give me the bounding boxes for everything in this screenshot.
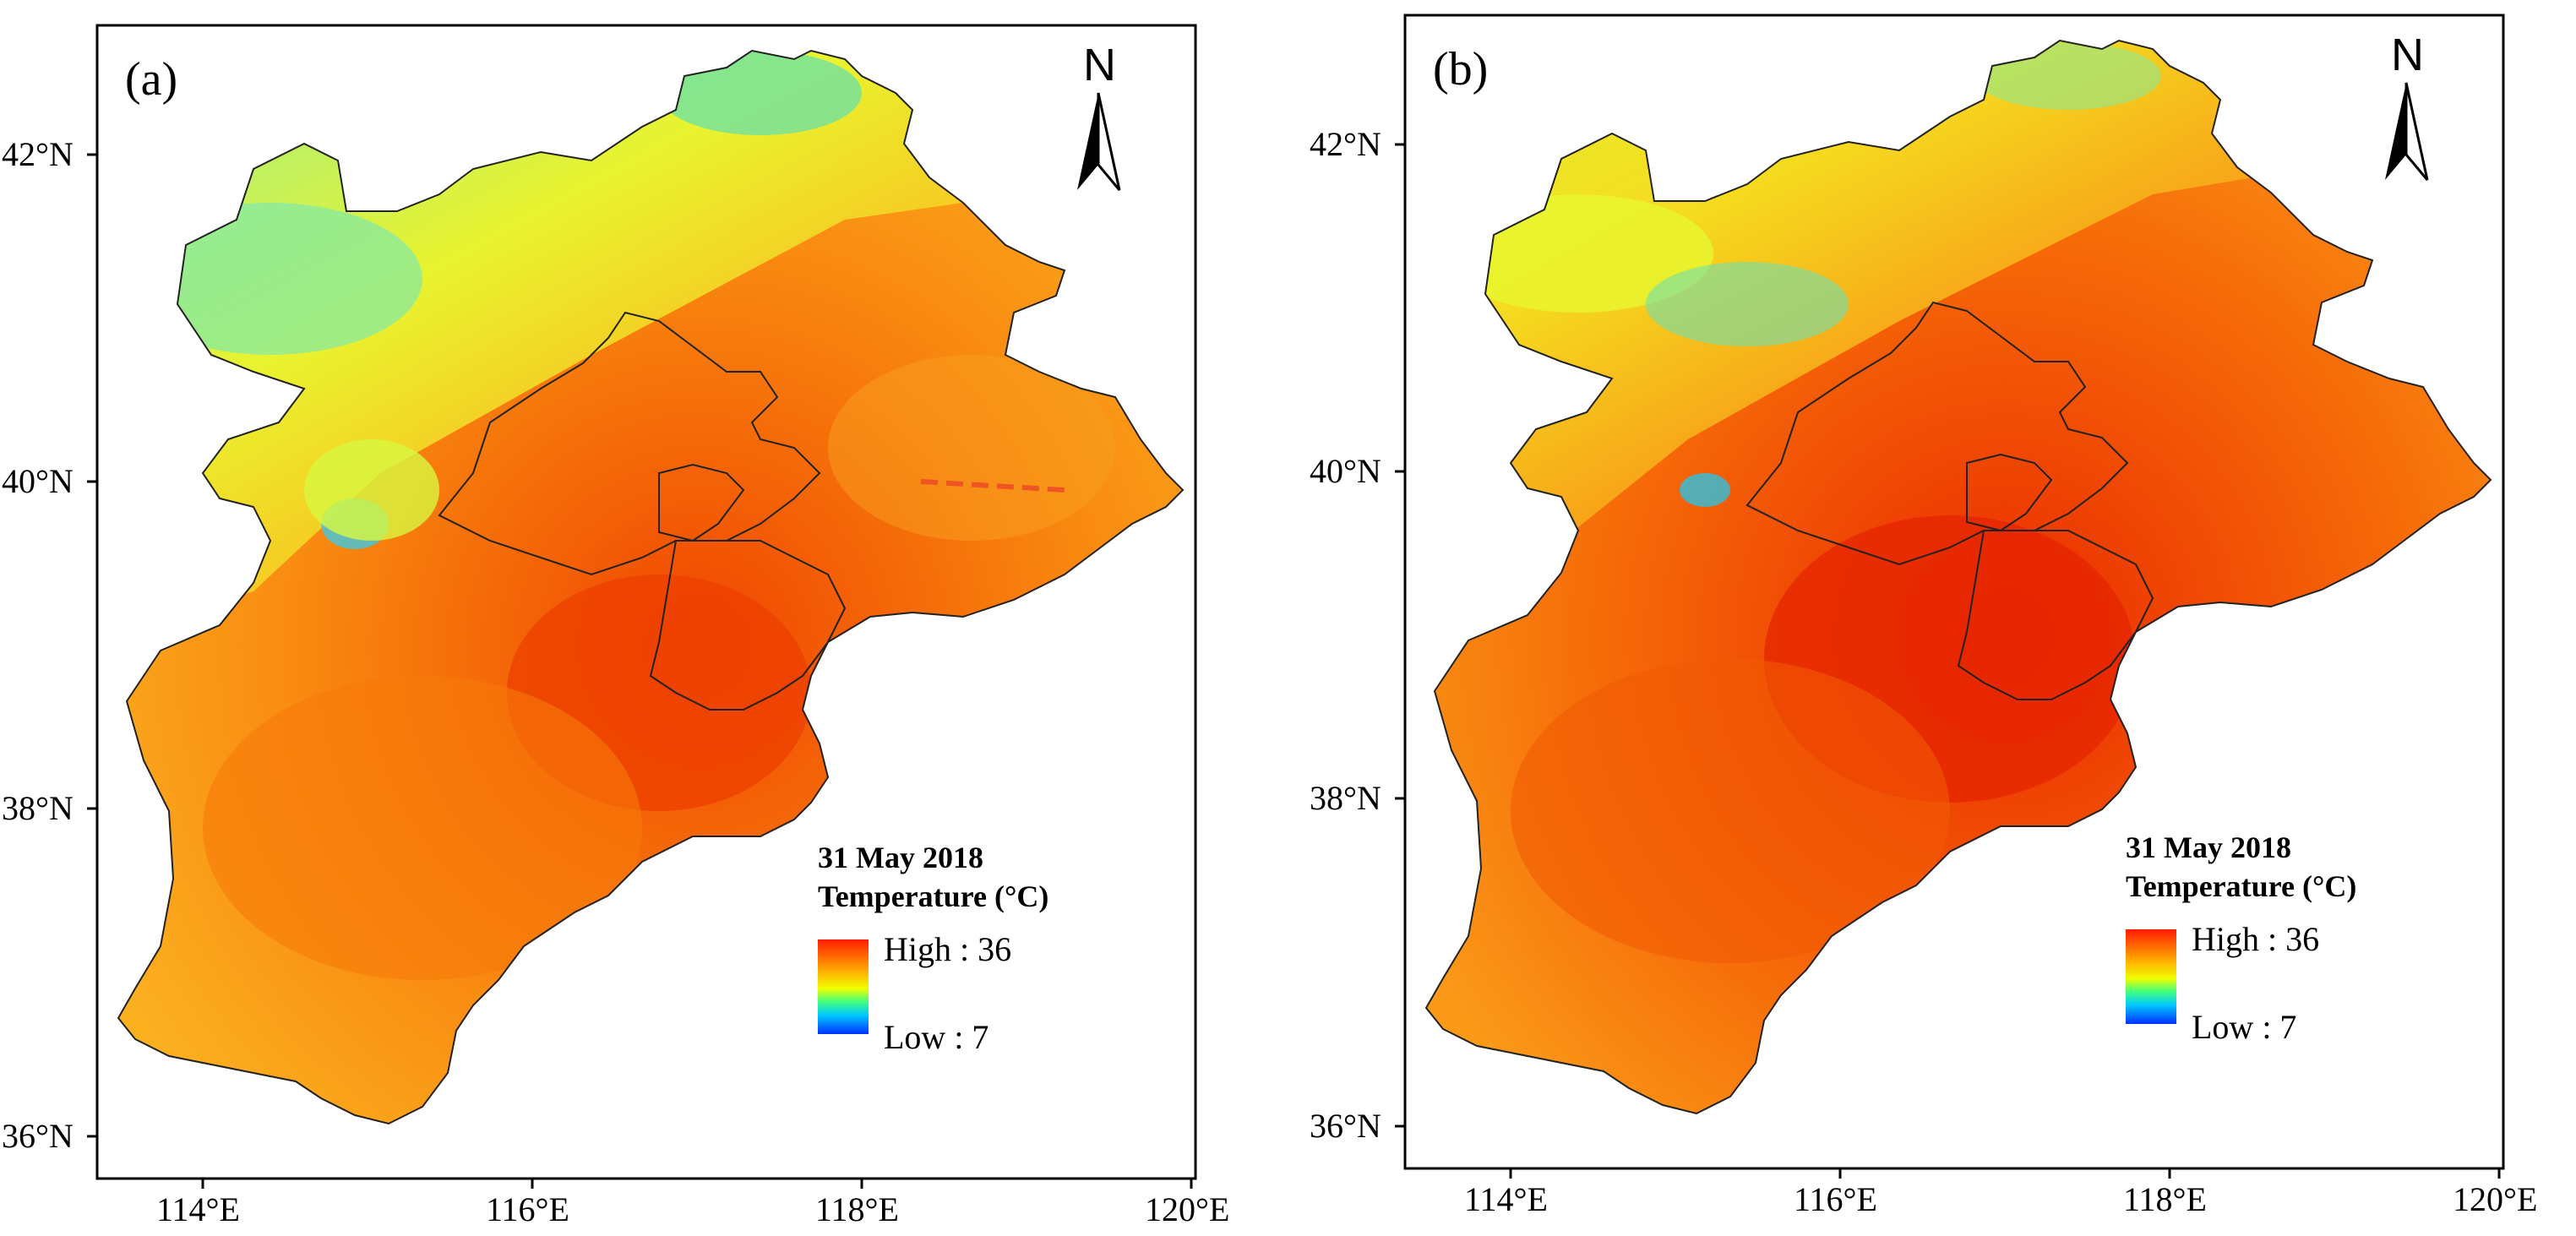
map-panel-b: (b) N 42°N 40°N 38°N 36°N 114°E 116°E 11… [1308,0,2576,1236]
north-label: N [2391,30,2424,80]
legend-date: 31 May 2018 [2126,830,2291,864]
lon-label-120: 120°E [1145,1190,1230,1228]
lat-label-36: 36°N [1310,1107,1381,1145]
legend-high: High : 36 [884,930,1012,968]
panel-label: (a) [125,53,178,106]
legend-color-ramp [2126,929,2176,1024]
legend-date: 31 May 2018 [818,841,983,874]
panel-label: (b) [1433,43,1489,95]
legend-color-ramp [818,939,869,1034]
lon-label-116: 116°E [486,1190,569,1228]
legend-title: Temperature (°C) [2126,869,2357,903]
map-canvas-a [87,24,1197,1189]
lon-label-114: 114°E [1464,1180,1548,1218]
lon-label-120: 120°E [2453,1180,2538,1218]
legend-title: Temperature (°C) [818,879,1049,913]
lon-label-118: 118°E [815,1190,899,1228]
lat-label-36: 36°N [2,1117,74,1155]
legend-high: High : 36 [2192,920,2320,958]
axis-ticks-b [1395,143,2501,1179]
lat-label-38: 38°N [1310,779,1381,817]
north-arrow-a [1077,92,1121,191]
lat-label-42: 42°N [1310,125,1381,163]
lon-label-116: 116°E [1794,1180,1877,1218]
lat-label-42: 42°N [2,135,74,173]
province-boundaries-a [117,49,1185,1125]
north-arrow-b [2385,82,2429,181]
map-panel-a: (a) N 42°N 40°N 38°N 36°N 114°E 116°E 11… [0,0,1267,1236]
north-label: N [1083,40,1116,90]
map-canvas-b [1395,14,2505,1179]
lat-label-40: 40°N [2,462,74,500]
province-boundaries-b [1424,39,2492,1115]
lat-label-40: 40°N [1310,452,1381,490]
legend-low: Low : 7 [884,1018,989,1056]
axis-ticks-a [87,153,1193,1189]
legend-low: Low : 7 [2192,1008,2297,1046]
lon-label-114: 114°E [156,1190,240,1228]
lat-label-38: 38°N [2,789,74,827]
lon-label-118: 118°E [2123,1180,2207,1218]
